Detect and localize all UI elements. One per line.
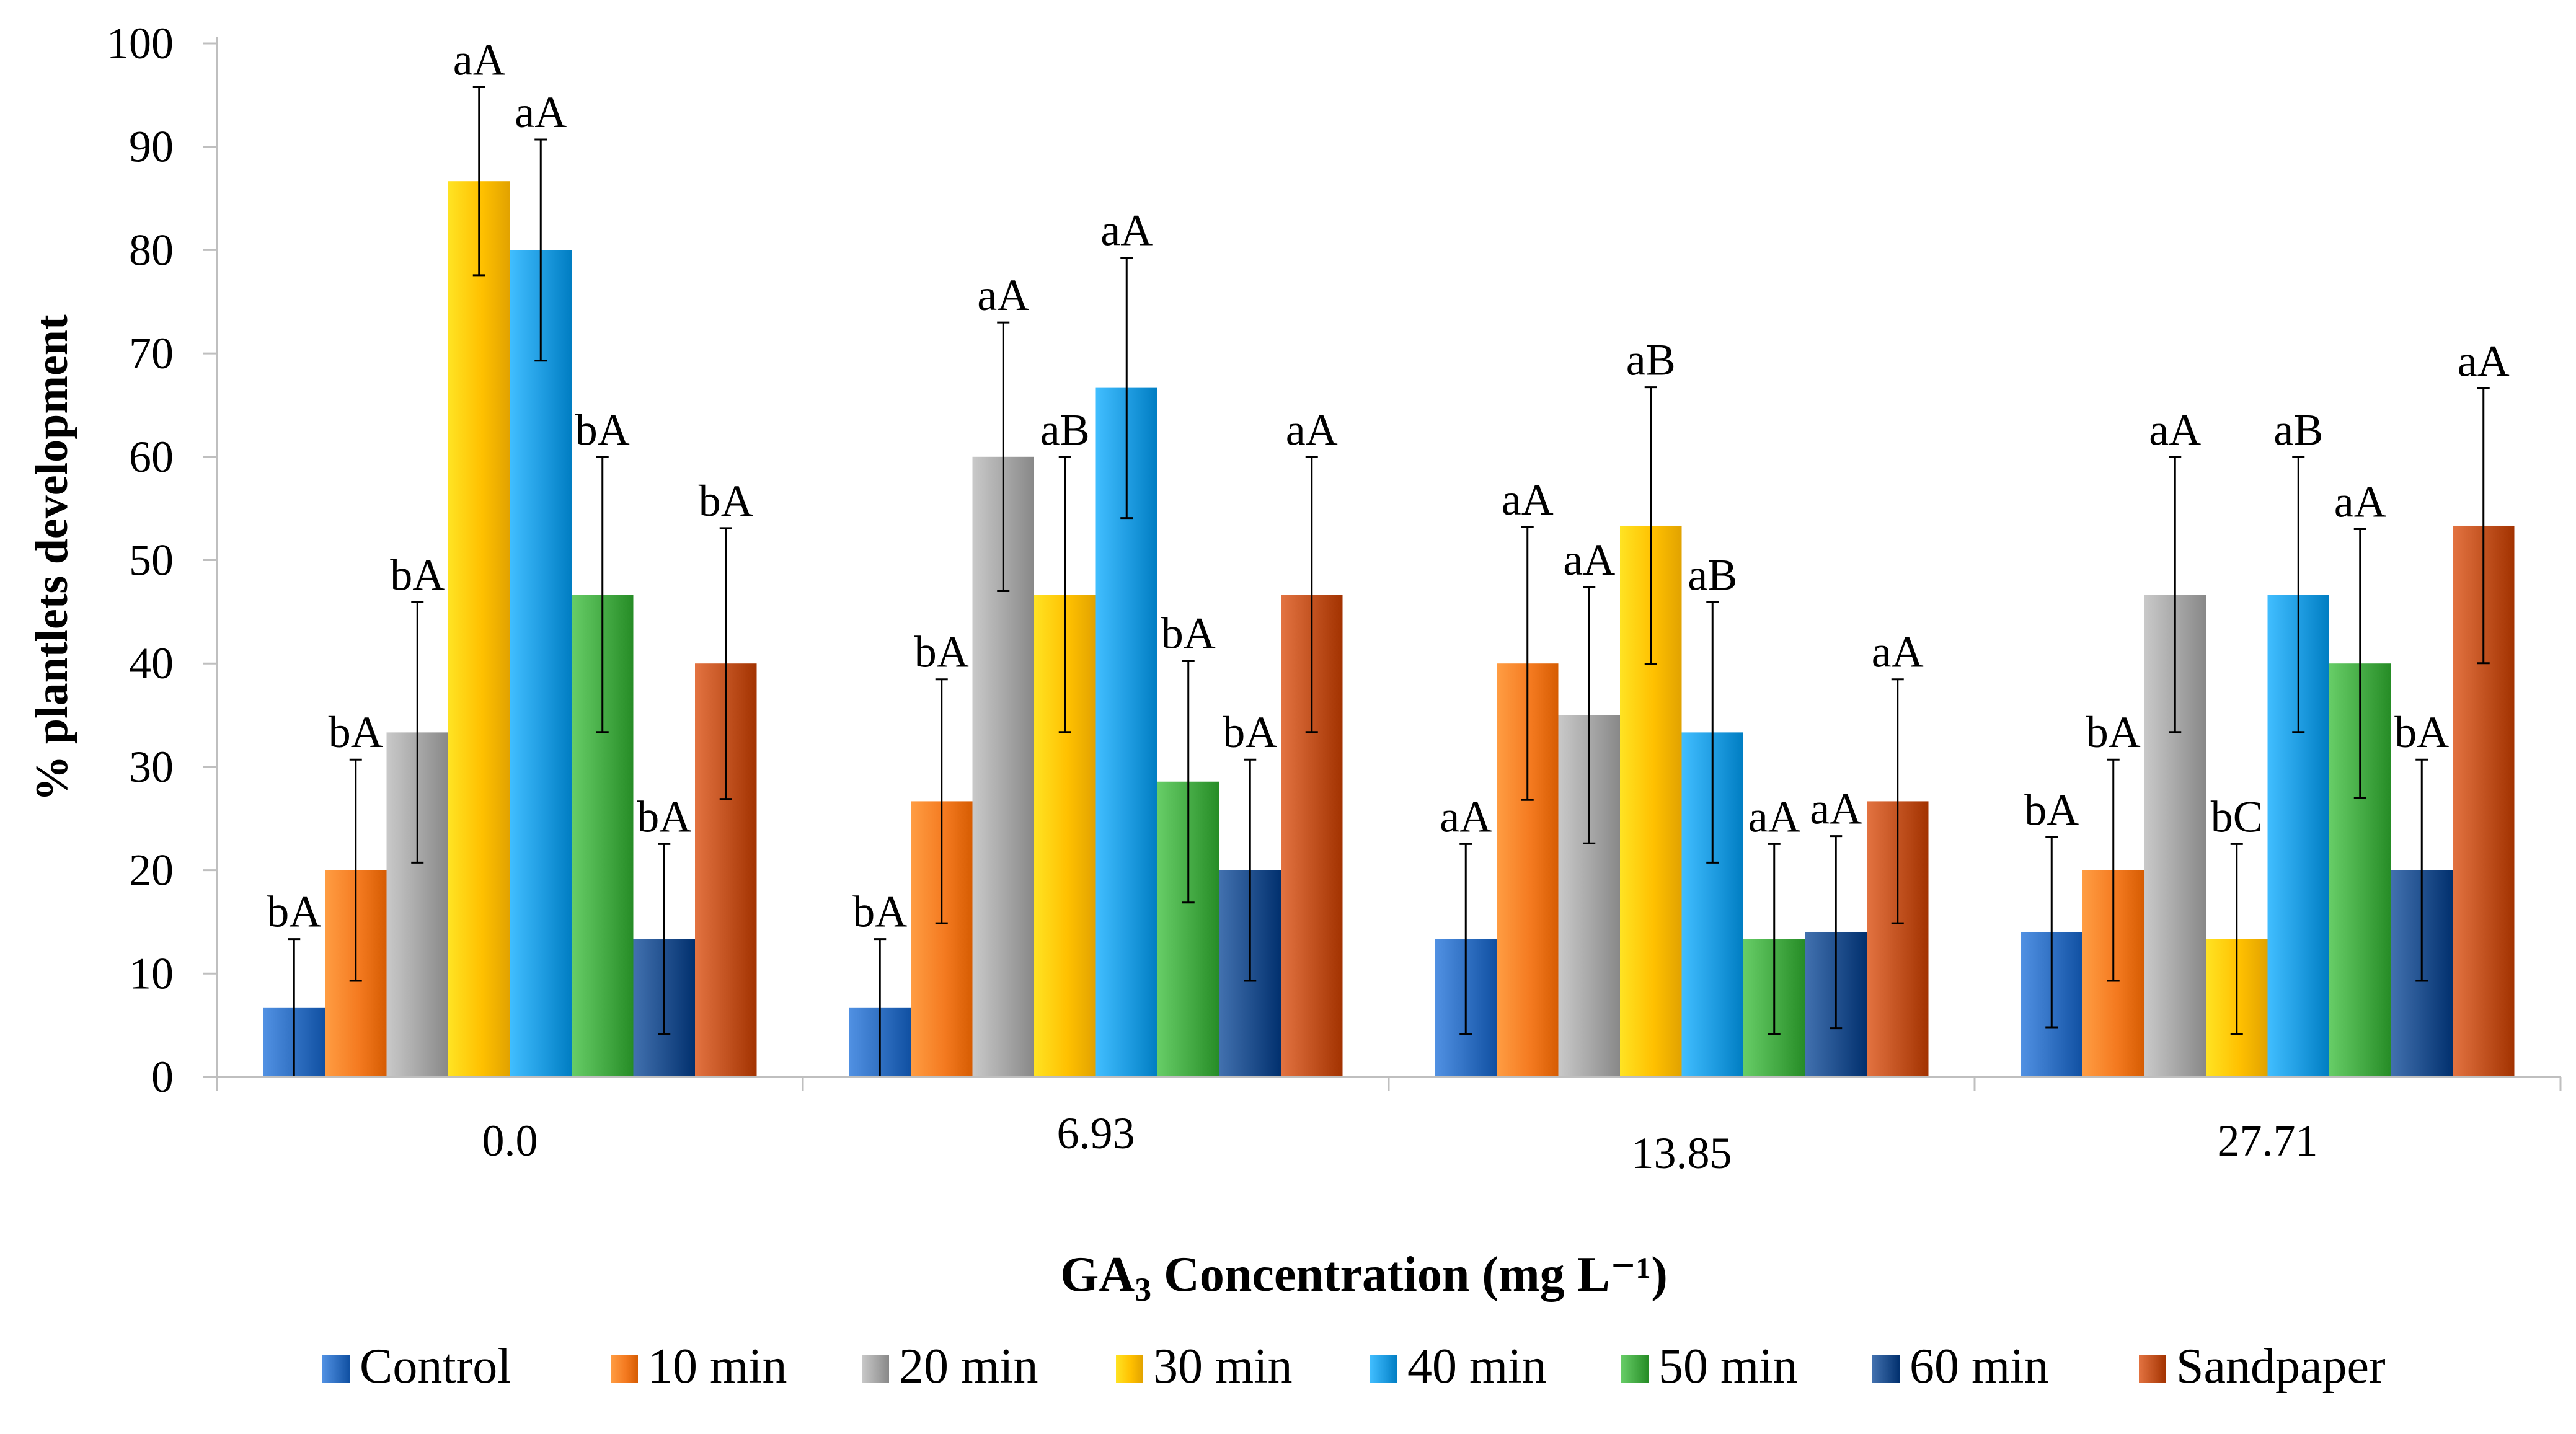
- y-tick-label: 70: [129, 329, 174, 378]
- x-tick-label: 6.93: [1057, 1109, 1135, 1158]
- y-tick-label: 80: [129, 225, 174, 275]
- legend-label: Sandpaper: [2176, 1339, 2386, 1394]
- data-label: aA: [453, 35, 505, 85]
- data-label: aA: [2334, 477, 2386, 526]
- data-label: bA: [852, 887, 907, 937]
- data-label: bA: [329, 707, 383, 757]
- x-ticks-group: 0.0 6.93 13.85 27.71: [216, 1077, 2562, 1178]
- x-axis-label-subscript: 3: [1135, 1271, 1151, 1308]
- y-axis-label: % plantlets development: [27, 314, 77, 802]
- data-label: bA: [2394, 707, 2449, 757]
- y-tick-label: 60: [129, 432, 174, 482]
- data-label: aB: [1626, 335, 1676, 385]
- data-label: aA: [1100, 206, 1153, 255]
- legend-swatch: [322, 1355, 350, 1383]
- data-label: bA: [637, 792, 691, 841]
- x-axis-label: GA3 Concentration (mg L⁻¹): [1060, 1247, 1668, 1308]
- data-label: aA: [515, 87, 567, 137]
- bar-40-min: [510, 250, 572, 1077]
- data-label: bA: [914, 627, 969, 677]
- data-label: aB: [1688, 550, 1737, 600]
- data-label: aB: [1040, 405, 1090, 454]
- legend-swatch: [2139, 1355, 2166, 1383]
- data-label: aA: [1872, 627, 1924, 677]
- legend-label: Control: [360, 1339, 511, 1394]
- legend-swatch: [1116, 1355, 1143, 1383]
- y-tick-label: 40: [129, 639, 174, 688]
- data-label: bA: [2086, 707, 2141, 757]
- x-tick-label: 13.85: [1632, 1128, 1732, 1178]
- error-bars-group: [288, 86, 2490, 1078]
- data-label: bA: [267, 887, 321, 937]
- legend-label: 50 min: [1658, 1339, 1797, 1394]
- x-axis-label-main: GA: [1060, 1247, 1135, 1302]
- legend-swatch: [1872, 1355, 1900, 1383]
- data-label: aA: [1502, 475, 1554, 524]
- data-label: bC: [2211, 792, 2263, 841]
- bar-30-min: [448, 181, 510, 1078]
- y-tick-label: 100: [107, 19, 174, 68]
- data-label: bA: [2024, 785, 2079, 834]
- legend-swatch: [862, 1355, 889, 1383]
- data-label: aA: [1563, 535, 1615, 585]
- legend-swatch: [1370, 1355, 1397, 1383]
- legend-label: 20 min: [899, 1339, 1038, 1394]
- data-label: bA: [1161, 609, 1216, 658]
- data-label: bA: [390, 550, 445, 600]
- y-tick-label: 0: [151, 1052, 174, 1102]
- x-tick-label: 27.71: [2218, 1116, 2318, 1166]
- y-tick-label: 20: [129, 846, 174, 895]
- data-label: aB: [2273, 405, 2323, 454]
- x-axis-label-rest: Concentration (mg L⁻¹): [1151, 1247, 1668, 1302]
- legend-label: 40 min: [1407, 1339, 1546, 1394]
- data-label: aA: [2149, 405, 2201, 454]
- y-tick-label: 50: [129, 536, 174, 585]
- y-ticks-group: 0 10 20 30 40 50 60 70 80 90 100: [107, 19, 217, 1102]
- legend-label: 10 min: [648, 1339, 787, 1394]
- y-tick-label: 90: [129, 122, 174, 172]
- data-label: aA: [2458, 336, 2510, 386]
- data-label: aA: [1286, 405, 1338, 454]
- data-label: aA: [1810, 784, 1862, 834]
- bars-group: [263, 181, 2515, 1078]
- legend-swatch: [611, 1355, 638, 1383]
- data-label: bA: [699, 476, 753, 526]
- data-label: aA: [977, 270, 1029, 320]
- y-tick-label: 30: [129, 742, 174, 792]
- legend-swatch: [1621, 1355, 1649, 1383]
- y-tick-label: 10: [129, 949, 174, 998]
- data-label: aA: [1748, 792, 1800, 841]
- legend-label: 30 min: [1153, 1339, 1292, 1394]
- x-tick-label: 0.0: [482, 1116, 538, 1166]
- data-label: aA: [1440, 792, 1492, 841]
- legend-label: 60 min: [1910, 1339, 2048, 1394]
- legend: Control 10 min 20 min 30 min 40 min 50 min 60 …: [322, 1339, 2386, 1394]
- data-label: bA: [1223, 707, 1277, 757]
- data-label: bA: [575, 405, 630, 454]
